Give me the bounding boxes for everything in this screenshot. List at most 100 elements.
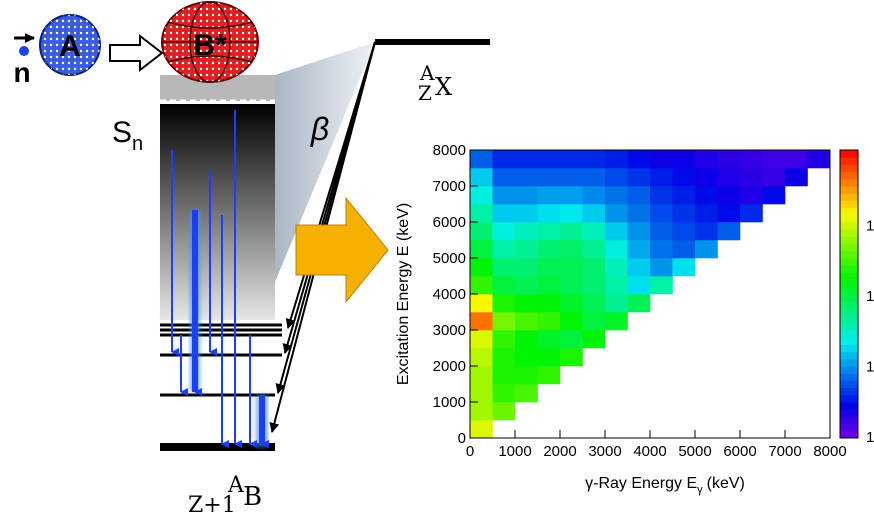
heat-cell xyxy=(537,294,561,313)
heat-cell xyxy=(537,330,561,349)
heat-cell xyxy=(785,168,808,187)
x-tick-label: 1000 xyxy=(498,443,531,460)
neutron-dot xyxy=(19,46,29,56)
colorbar-swatch xyxy=(840,416,858,425)
heat-cell xyxy=(695,204,718,223)
colorbar-swatch xyxy=(840,294,858,302)
heat-cell xyxy=(492,384,516,403)
heat-cell xyxy=(605,168,628,187)
colorbar-swatch xyxy=(840,207,858,216)
heat-cell xyxy=(515,150,538,169)
heat-cell xyxy=(470,348,493,367)
target-pattern xyxy=(40,15,100,75)
heat-cell xyxy=(695,168,718,187)
heat-cell xyxy=(537,312,561,331)
beta-label: β xyxy=(310,111,329,147)
heat-cell xyxy=(492,330,516,349)
heat-cell xyxy=(672,168,696,187)
heat-cell xyxy=(537,204,561,223)
y-tick-label: 6000 xyxy=(433,214,466,231)
heat-cell xyxy=(672,258,696,277)
heat-cell xyxy=(650,222,673,241)
colorbar-swatch xyxy=(840,301,858,309)
heat-cell xyxy=(515,186,538,205)
colorbar-swatch xyxy=(840,315,858,324)
heat-cell xyxy=(537,240,561,259)
heat-cell xyxy=(785,150,808,169)
x-tick-label: 7000 xyxy=(768,443,801,460)
capture-arrow xyxy=(109,33,164,73)
neutron-label: n xyxy=(13,57,30,88)
heat-cell xyxy=(605,222,628,241)
y-tick-label: 7000 xyxy=(433,178,466,195)
colorbar-swatch xyxy=(840,279,858,288)
heat-cell xyxy=(560,276,583,295)
heat-cell xyxy=(627,258,651,277)
heat-cell xyxy=(740,204,763,223)
heat-cell xyxy=(695,240,718,259)
heat-cell xyxy=(695,186,718,205)
heat-cell xyxy=(695,150,718,169)
x-tick-label: 6000 xyxy=(723,443,756,460)
colorbar-swatch xyxy=(840,394,858,403)
heat-cell xyxy=(650,186,673,205)
heat-cell xyxy=(650,276,673,295)
heat-cell xyxy=(650,240,673,259)
heat-cell xyxy=(515,294,538,313)
heat-cell xyxy=(807,150,831,169)
heat-cell xyxy=(537,168,561,187)
colorbar-frame xyxy=(839,149,859,439)
colorbar-swatch xyxy=(840,200,858,209)
colorbar-swatch xyxy=(840,286,858,295)
colorbar-swatch xyxy=(840,265,858,273)
heat-cell xyxy=(470,276,493,295)
heat-cell xyxy=(627,150,651,169)
heat-cell xyxy=(627,168,651,187)
heat-cell xyxy=(695,222,718,241)
heat-cell xyxy=(515,222,538,241)
heat-cell xyxy=(740,168,763,187)
heat-cell xyxy=(492,258,516,277)
heat-cell xyxy=(492,204,516,223)
colorbar-swatch xyxy=(840,330,858,338)
heat-cell xyxy=(537,222,561,241)
x-tick-label: 8000 xyxy=(813,443,846,460)
heat-cell xyxy=(717,204,741,223)
heat-cell xyxy=(582,276,606,295)
colorbar-swatch xyxy=(840,308,858,317)
heat-cell xyxy=(582,168,606,187)
compound-grid xyxy=(162,1,258,83)
heat-cell xyxy=(470,168,493,187)
colorbar-swatch xyxy=(840,214,858,223)
heat-cell xyxy=(762,186,786,205)
daughter-charge: Z+1 xyxy=(188,493,236,518)
heat-cell xyxy=(672,240,696,259)
heat-cell xyxy=(717,150,741,169)
heat-cell xyxy=(492,312,516,331)
heat-cell xyxy=(627,276,651,295)
heat-cell xyxy=(582,150,606,169)
heat-cell xyxy=(740,186,763,205)
y-tick-label: 1000 xyxy=(433,394,466,411)
compound-label: B* xyxy=(193,29,227,62)
heat-cell xyxy=(560,294,583,313)
x-tick-label: 0 xyxy=(466,443,474,460)
colorbar-swatch xyxy=(840,272,858,281)
heat-cell xyxy=(582,240,606,259)
colorbar-swatch xyxy=(840,171,858,180)
colorbar-swatch xyxy=(840,229,858,237)
heat-cell xyxy=(470,186,493,205)
heat-cell xyxy=(470,222,493,241)
heat-cell xyxy=(560,204,583,223)
heat-cell xyxy=(492,240,516,259)
heat-cell xyxy=(582,204,606,223)
heat-cell xyxy=(560,330,583,349)
target-label: A xyxy=(59,30,81,63)
beta-wedge xyxy=(275,42,375,282)
heat-cell xyxy=(582,312,606,331)
heat-cell xyxy=(605,276,628,295)
colorbar-label: 1 xyxy=(866,429,874,446)
heat-cell xyxy=(515,330,538,349)
colorbar-swatch xyxy=(840,344,858,353)
heat-cell xyxy=(560,240,583,259)
